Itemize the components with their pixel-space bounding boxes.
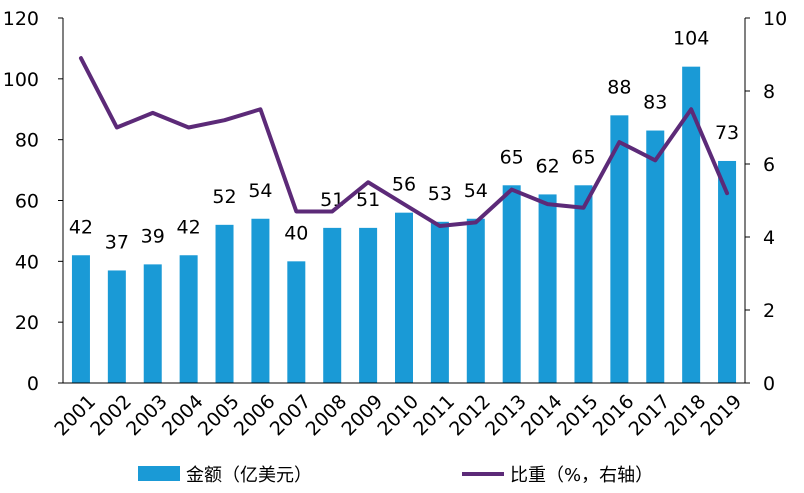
- left-tick-label-0: 0: [27, 373, 39, 395]
- bar-2019: [718, 160, 737, 383]
- x-tick-label-2017: 2017: [625, 391, 675, 441]
- right-tick-label-4: 4: [763, 227, 775, 249]
- data-label-2018: 104: [673, 28, 709, 50]
- left-tick-label-100: 100: [3, 69, 39, 91]
- data-label-2014: 62: [535, 155, 559, 177]
- x-tick-label-2002: 2002: [86, 391, 136, 441]
- left-tick-label-60: 60: [15, 191, 39, 213]
- x-tick-label-2014: 2014: [517, 391, 567, 441]
- left-y-axis-ticks: 0 20 40 60 80 100 120: [3, 8, 63, 395]
- data-labels: 42 37 39 42 52 54 40 51 51 56 53 54 65 62 65 88 83 104 73: [69, 28, 739, 254]
- data-label-2013: 65: [500, 146, 524, 168]
- data-label-2011: 53: [428, 183, 452, 205]
- data-label-2015: 65: [571, 146, 595, 168]
- bar-2008: [323, 227, 342, 383]
- data-label-2004: 42: [177, 216, 201, 238]
- bar-2005: [215, 224, 234, 383]
- right-tick-label-8: 8: [763, 81, 775, 103]
- bar-2013: [502, 185, 521, 383]
- x-tick-label-2008: 2008: [302, 391, 352, 441]
- bar-2001: [71, 255, 90, 383]
- left-tick-label-120: 120: [3, 8, 39, 30]
- data-label-2010: 56: [392, 174, 416, 196]
- x-tick-label-2001: 2001: [50, 391, 100, 441]
- bar-series: [71, 66, 737, 384]
- right-tick-label-0: 0: [763, 373, 775, 395]
- right-tick-label-2: 2: [763, 300, 775, 322]
- legend: 金额（亿美元） 比重（%，右轴）: [138, 465, 653, 486]
- data-label-2005: 52: [212, 186, 236, 208]
- left-tick-label-20: 20: [15, 312, 39, 334]
- data-label-2001: 42: [69, 216, 93, 238]
- right-y-axis-ticks: 0 2 4 6 8 10: [745, 8, 787, 395]
- x-tick-label-2010: 2010: [373, 391, 423, 441]
- data-label-2002: 37: [105, 231, 129, 253]
- bar-2002: [107, 270, 126, 383]
- bar-2017: [646, 130, 665, 383]
- x-tick-label-2009: 2009: [338, 391, 388, 441]
- bar-2014: [538, 194, 557, 383]
- left-tick-label-80: 80: [15, 130, 39, 152]
- x-tick-label-2018: 2018: [661, 391, 711, 441]
- legend-bar-swatch: [138, 466, 180, 481]
- bar-2009: [359, 227, 378, 383]
- bar-2007: [287, 261, 306, 383]
- x-tick-label-2007: 2007: [266, 391, 316, 441]
- legend-line-label: 比重（%，右轴）: [510, 465, 653, 486]
- legend-bar-label: 金额（亿美元）: [186, 465, 312, 486]
- line-series: [78, 56, 730, 229]
- bar-2004: [179, 255, 198, 383]
- x-tick-label-2005: 2005: [194, 391, 244, 441]
- x-tick-label-2013: 2013: [481, 391, 531, 441]
- bar-2006: [251, 218, 270, 383]
- data-label-2003: 39: [141, 225, 165, 247]
- x-tick-label-2012: 2012: [445, 391, 495, 441]
- x-tick-label-2011: 2011: [409, 391, 459, 441]
- x-tick-label-2004: 2004: [158, 391, 208, 441]
- x-tick-label-2019: 2019: [696, 391, 746, 441]
- data-label-2012: 54: [464, 180, 488, 202]
- bar-2010: [395, 212, 413, 383]
- data-label-2016: 88: [607, 76, 631, 98]
- bar-2018: [682, 66, 701, 384]
- data-label-2019: 73: [715, 122, 739, 144]
- bar-2003: [143, 264, 162, 383]
- x-axis-ticks: 2001200220032004200520062007200820092010…: [50, 391, 746, 441]
- x-tick-label-2015: 2015: [553, 391, 603, 441]
- x-tick-label-2016: 2016: [589, 391, 639, 441]
- left-tick-label-40: 40: [15, 251, 39, 273]
- bar-2016: [610, 115, 629, 383]
- data-label-2008: 51: [320, 189, 344, 211]
- data-label-2009: 51: [356, 189, 380, 211]
- bar-2011: [430, 221, 449, 383]
- bar-2015: [574, 185, 593, 383]
- x-tick-label-2003: 2003: [122, 391, 172, 441]
- data-label-2007: 40: [284, 222, 308, 244]
- right-tick-label-6: 6: [763, 154, 775, 176]
- data-label-2006: 54: [248, 180, 272, 202]
- right-tick-label-10: 10: [763, 8, 787, 30]
- x-tick-label-2006: 2006: [230, 391, 280, 441]
- data-label-2017: 83: [643, 92, 667, 114]
- bar-2012: [466, 218, 485, 383]
